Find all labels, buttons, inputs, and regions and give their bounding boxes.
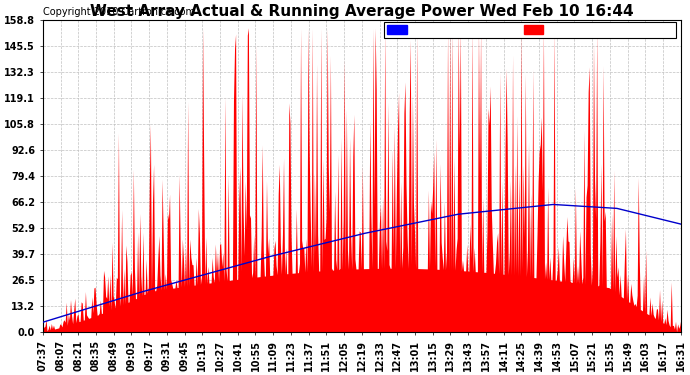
Legend: Average  (DC Watts), West Array  (DC Watts): Average (DC Watts), West Array (DC Watts… [384, 22, 676, 38]
Title: West Array Actual & Running Average Power Wed Feb 10 16:44: West Array Actual & Running Average Powe… [90, 4, 633, 19]
Text: Copyright 2010 Cartronics.com: Copyright 2010 Cartronics.com [43, 7, 195, 17]
